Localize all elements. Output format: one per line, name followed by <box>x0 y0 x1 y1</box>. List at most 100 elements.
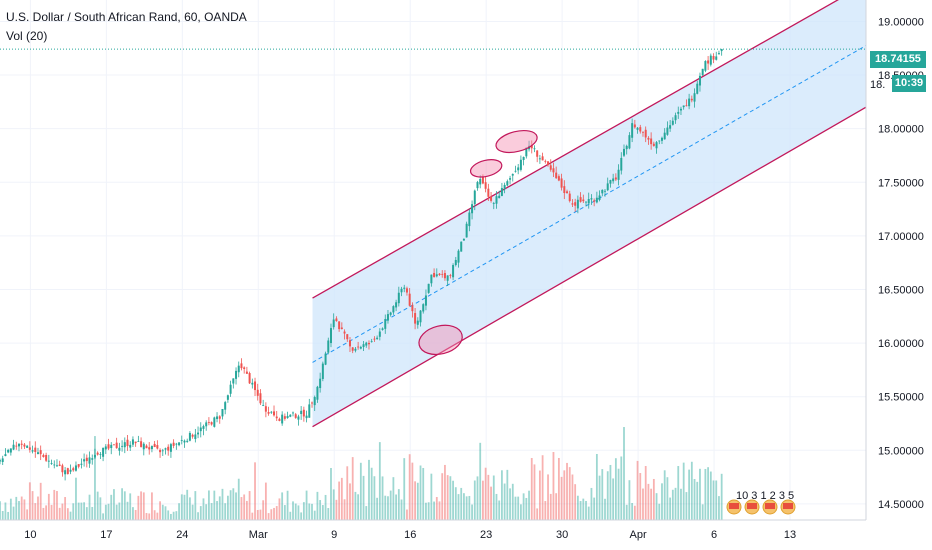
candle-body <box>34 447 37 452</box>
candle-body <box>297 416 300 420</box>
candle-body <box>644 129 647 138</box>
volume-bar <box>167 510 170 520</box>
candle-body <box>9 448 12 453</box>
candle-body <box>4 454 7 457</box>
volume-indicator-label[interactable]: Vol (20) <box>6 29 48 43</box>
candle-body <box>555 172 558 179</box>
candle-body <box>598 195 601 200</box>
volume-bar <box>547 474 549 520</box>
volume-bar <box>484 467 487 520</box>
candle-body <box>159 449 162 453</box>
candle-body <box>690 98 693 101</box>
price-tick-label: 19.00000 <box>878 16 924 28</box>
candle-body <box>302 409 305 417</box>
candle-body <box>604 190 607 192</box>
time-tick-label: 10 <box>24 529 36 541</box>
volume-bar <box>96 491 99 520</box>
highlight-ellipses[interactable] <box>416 127 539 359</box>
volume-bar <box>156 512 159 520</box>
time-axis-background[interactable] <box>0 520 932 550</box>
volume-bar <box>579 501 582 520</box>
candle-body <box>64 470 67 475</box>
candle-body <box>216 416 219 420</box>
volume-bar <box>593 497 596 520</box>
volume-bar <box>58 507 61 520</box>
price-axis[interactable]: 19.0000018.5000018.0000017.5000017.00000… <box>870 16 924 510</box>
volume-bar <box>142 492 145 520</box>
volume-bar <box>264 482 267 520</box>
candle-body <box>487 188 490 197</box>
volume-bar <box>365 506 368 520</box>
candle-body <box>416 320 419 325</box>
candle-body <box>636 127 639 130</box>
candle-body <box>161 450 164 452</box>
volume-bar <box>273 507 275 520</box>
volume-bar <box>642 488 644 520</box>
candle-body <box>452 265 455 278</box>
volume-bars <box>0 427 723 520</box>
candle-body <box>606 183 609 191</box>
candle-body <box>194 434 197 440</box>
candle-body <box>148 447 151 450</box>
volume-bar <box>384 495 387 520</box>
volume-bar <box>487 474 490 520</box>
candle-body <box>175 443 178 445</box>
time-axis[interactable]: 10 17 24 Mar 9 16 23 30 Apr 6 13 <box>24 529 796 541</box>
candle-body <box>12 444 15 450</box>
regression-channel[interactable] <box>312 0 867 428</box>
candle-body <box>218 416 221 419</box>
volume-bar <box>712 480 715 520</box>
channel-midline <box>312 45 867 363</box>
price-tick-label: 17.50000 <box>878 177 924 189</box>
event-flag-stripe <box>783 503 793 509</box>
candle-body <box>335 318 338 322</box>
candle-body <box>292 412 295 414</box>
candle-body <box>61 465 64 473</box>
event-flag-stripe <box>747 503 757 509</box>
candle-body <box>517 167 520 171</box>
candle-body <box>381 328 384 330</box>
volume-bar <box>189 497 191 520</box>
volume-bar <box>99 497 102 520</box>
candle-body <box>522 156 525 161</box>
candle-body <box>427 283 430 293</box>
volume-bar <box>517 496 520 520</box>
candle-body <box>273 411 276 416</box>
candle-body <box>514 170 517 172</box>
candle-body <box>403 287 406 289</box>
volume-bar <box>590 487 593 520</box>
volume-bar <box>595 453 598 520</box>
candle-body <box>688 98 691 107</box>
volume-bar <box>617 468 620 520</box>
volume-bar <box>370 467 373 520</box>
candle-body <box>392 306 395 313</box>
candle-body <box>530 145 533 149</box>
candle-body <box>552 168 555 173</box>
volume-bar <box>75 477 77 520</box>
volume-bar <box>514 496 517 520</box>
volume-bar <box>178 503 180 520</box>
time-tick-label: Mar <box>249 529 268 541</box>
volume-bar <box>395 494 398 520</box>
candle-body <box>585 201 588 203</box>
volume-bar <box>625 504 628 520</box>
volume-bar <box>338 481 341 520</box>
volume-bar <box>134 509 137 520</box>
candle-body <box>462 238 465 241</box>
volume-bar <box>427 502 430 520</box>
volume-bar <box>110 494 113 520</box>
volume-bar <box>202 498 205 520</box>
volume-bar <box>620 456 623 520</box>
candle-body <box>685 105 688 107</box>
volume-bar <box>278 498 281 520</box>
candle-body <box>671 120 674 125</box>
economic-events[interactable]: 10 3 1 2 3 5 <box>726 490 796 515</box>
candle-body <box>256 389 259 396</box>
candle-body <box>641 131 644 133</box>
candlesticks <box>0 48 723 481</box>
candle-body <box>419 310 422 323</box>
volume-bar <box>528 490 530 520</box>
candle-body <box>582 199 585 202</box>
candle-body <box>438 273 441 275</box>
